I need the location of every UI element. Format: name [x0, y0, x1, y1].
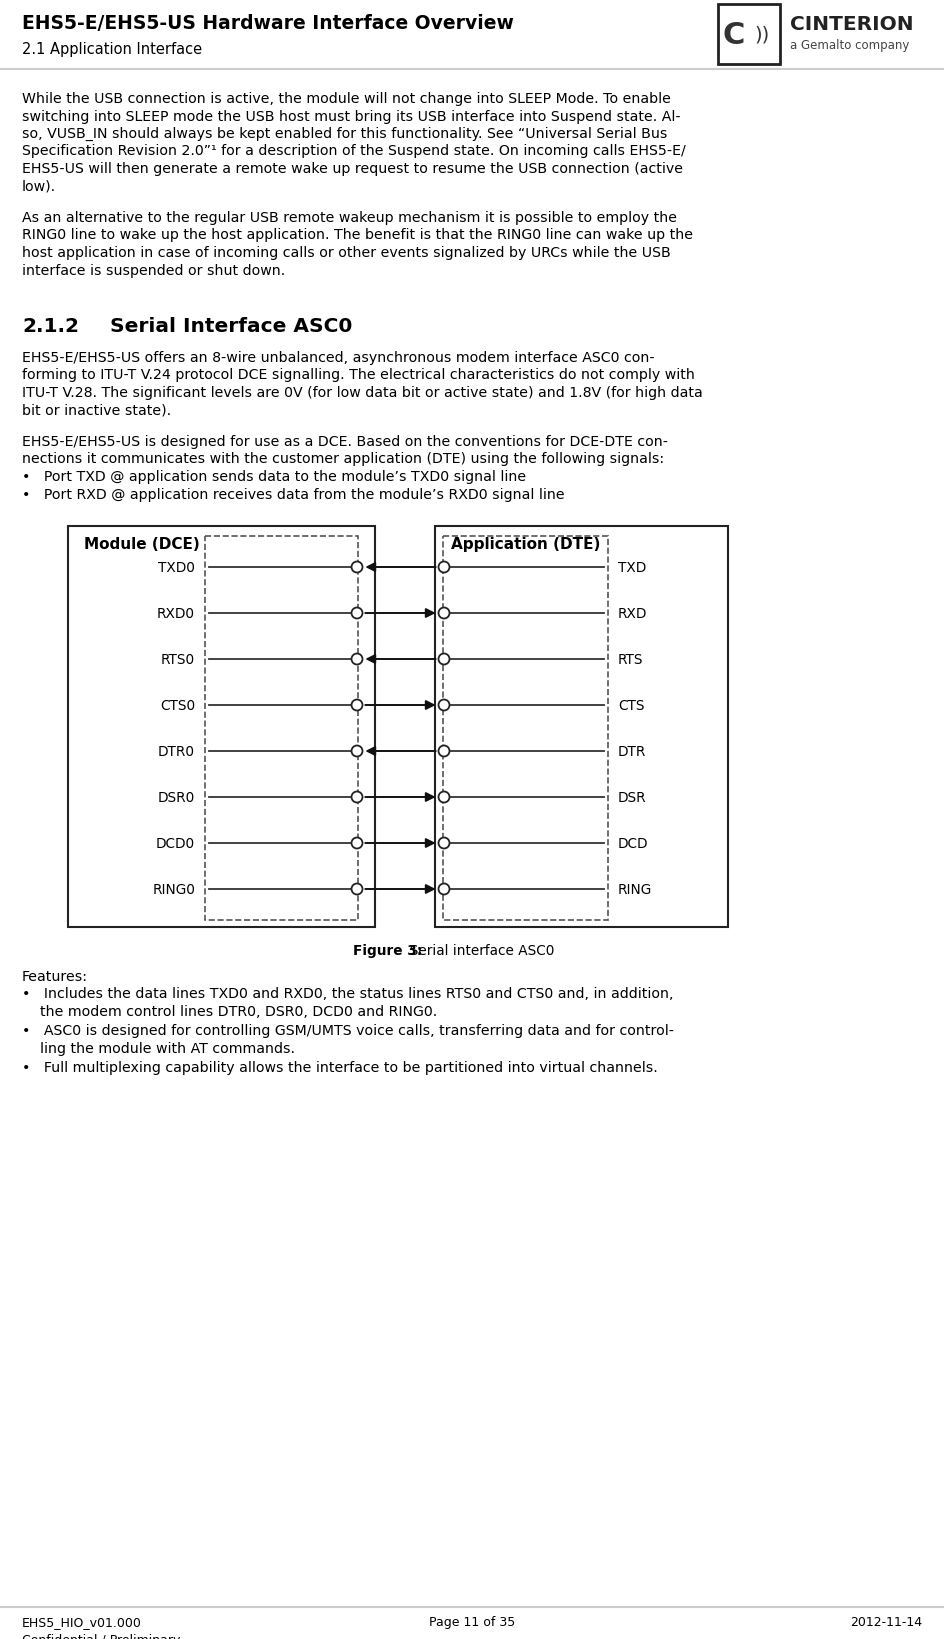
Text: EHS5-E/EHS5-US is designed for use as a DCE. Based on the conventions for DCE-DT: EHS5-E/EHS5-US is designed for use as a …: [22, 434, 667, 449]
Text: Specification Revision 2.0”¹ for a description of the Suspend state. On incoming: Specification Revision 2.0”¹ for a descr…: [22, 144, 685, 159]
Text: RING: RING: [617, 882, 651, 897]
Text: forming to ITU-T V.24 protocol DCE signalling. The electrical characteristics do: forming to ITU-T V.24 protocol DCE signa…: [22, 369, 694, 382]
Text: As an alternative to the regular USB remote wakeup mechanism it is possible to e: As an alternative to the regular USB rem…: [22, 211, 676, 225]
Circle shape: [351, 883, 362, 895]
Text: EHS5-US will then generate a remote wake up request to resume the USB connection: EHS5-US will then generate a remote wake…: [22, 162, 683, 175]
Text: EHS5-E/EHS5-US offers an 8-wire unbalanced, asynchronous modem interface ASC0 co: EHS5-E/EHS5-US offers an 8-wire unbalanc…: [22, 351, 654, 365]
Circle shape: [438, 838, 449, 849]
Circle shape: [351, 562, 362, 574]
Text: DSR0: DSR0: [158, 790, 194, 805]
Bar: [717, 5, 779, 66]
Circle shape: [351, 792, 362, 803]
Text: Page 11 of 35: Page 11 of 35: [429, 1614, 514, 1628]
Text: While the USB connection is active, the module will not change into SLEEP Mode. : While the USB connection is active, the …: [22, 92, 670, 107]
Circle shape: [351, 608, 362, 620]
Text: DCD0: DCD0: [156, 836, 194, 851]
Text: 2012-11-14: 2012-11-14: [849, 1614, 921, 1628]
Circle shape: [438, 654, 449, 665]
Text: Figure 3:: Figure 3:: [353, 944, 422, 957]
Circle shape: [351, 654, 362, 665]
Text: DCD: DCD: [617, 836, 648, 851]
Text: bit or inactive state).: bit or inactive state).: [22, 403, 171, 418]
Bar: [443, 536, 607, 921]
Text: DSR: DSR: [617, 790, 646, 805]
Bar: [434, 526, 727, 928]
Text: a Gemalto company: a Gemalto company: [789, 39, 908, 52]
Text: •   Full multiplexing capability allows the interface to be partitioned into vir: • Full multiplexing capability allows th…: [22, 1060, 657, 1075]
Circle shape: [351, 700, 362, 711]
Text: Features:: Features:: [22, 969, 88, 983]
Text: DTR0: DTR0: [158, 744, 194, 759]
Circle shape: [351, 746, 362, 757]
Text: CTS: CTS: [617, 698, 644, 713]
Circle shape: [438, 883, 449, 895]
Text: TXD0: TXD0: [158, 561, 194, 575]
Text: RING0: RING0: [152, 882, 194, 897]
Text: RING0 line to wake up the host application. The benefit is that the RING0 line c: RING0 line to wake up the host applicati…: [22, 228, 692, 243]
Text: TXD: TXD: [617, 561, 646, 575]
Text: RXD0: RXD0: [157, 606, 194, 621]
Text: EHS5_HIO_v01.000
Confidential / Preliminary: EHS5_HIO_v01.000 Confidential / Prelimin…: [22, 1614, 180, 1639]
Text: EHS5-E/EHS5-US Hardware Interface Overview: EHS5-E/EHS5-US Hardware Interface Overvi…: [22, 15, 514, 33]
Text: Module (DCE): Module (DCE): [84, 536, 199, 552]
Text: C: C: [722, 20, 745, 49]
Circle shape: [438, 746, 449, 757]
Text: •   Port RXD @ application receives data from the module’s RXD0 signal line: • Port RXD @ application receives data f…: [22, 487, 564, 502]
Text: RTS0: RTS0: [160, 652, 194, 667]
Text: 2.1.2: 2.1.2: [22, 316, 79, 336]
Text: RTS: RTS: [617, 652, 643, 667]
Text: CINTERION: CINTERION: [789, 15, 913, 34]
Circle shape: [438, 608, 449, 620]
Text: nections it communicates with the customer application (DTE) using the following: nections it communicates with the custom…: [22, 452, 664, 465]
Bar: [205, 536, 358, 921]
Text: host application in case of incoming calls or other events signalized by URCs wh: host application in case of incoming cal…: [22, 246, 670, 261]
Text: Serial Interface ASC0: Serial Interface ASC0: [110, 316, 352, 336]
Text: interface is suspended or shut down.: interface is suspended or shut down.: [22, 264, 285, 277]
Circle shape: [438, 792, 449, 803]
Text: Serial interface ASC0: Serial interface ASC0: [400, 944, 554, 957]
Text: so, VUSB_IN should always be kept enabled for this functionality. See “Universal: so, VUSB_IN should always be kept enable…: [22, 126, 666, 141]
Text: RXD: RXD: [617, 606, 647, 621]
Text: •   Port TXD @ application sends data to the module’s TXD0 signal line: • Port TXD @ application sends data to t…: [22, 470, 526, 484]
Bar: [68, 526, 375, 928]
Circle shape: [438, 700, 449, 711]
Text: CTS0: CTS0: [160, 698, 194, 713]
Text: Application (DTE): Application (DTE): [450, 536, 599, 552]
Text: low).: low).: [22, 179, 56, 193]
Text: )): )): [753, 26, 768, 44]
Text: the modem control lines DTR0, DSR0, DCD0 and RING0.: the modem control lines DTR0, DSR0, DCD0…: [22, 1005, 437, 1018]
Text: •   ASC0 is designed for controlling GSM/UMTS voice calls, transferring data and: • ASC0 is designed for controlling GSM/U…: [22, 1024, 673, 1037]
Text: •   Includes the data lines TXD0 and RXD0, the status lines RTS0 and CTS0 and, i: • Includes the data lines TXD0 and RXD0,…: [22, 987, 673, 1001]
Text: 2.1 Application Interface: 2.1 Application Interface: [22, 43, 202, 57]
Text: ITU-T V.28. The significant levels are 0V (for low data bit or active state) and: ITU-T V.28. The significant levels are 0…: [22, 385, 702, 400]
Text: ling the module with AT commands.: ling the module with AT commands.: [22, 1041, 295, 1056]
Circle shape: [351, 838, 362, 849]
Circle shape: [438, 562, 449, 574]
Text: DTR: DTR: [617, 744, 646, 759]
Text: switching into SLEEP mode the USB host must bring its USB interface into Suspend: switching into SLEEP mode the USB host m…: [22, 110, 680, 123]
